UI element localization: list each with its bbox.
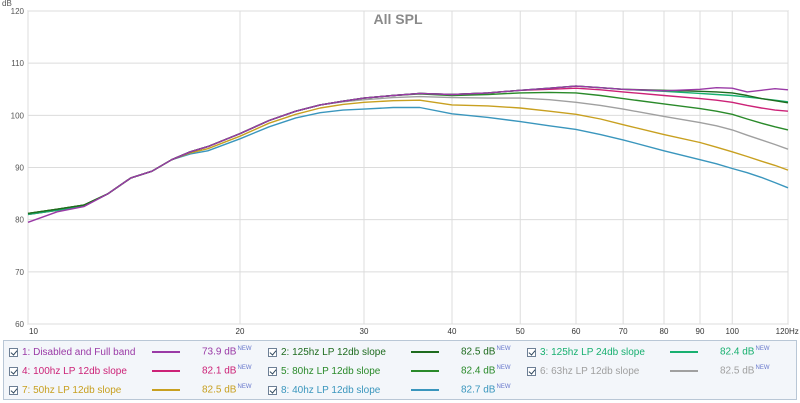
x-tick-label: 50	[516, 327, 525, 336]
x-tick-label: 100	[726, 327, 740, 336]
series-line	[27, 85, 789, 223]
chart-title: All SPL	[373, 11, 422, 27]
legend-checkbox[interactable]	[527, 366, 536, 376]
legend-checkbox[interactable]	[9, 347, 18, 357]
legend-item[interactable]: 7: 50hz LP 12db slope 82.5 dBNEW	[9, 382, 252, 398]
legend-item[interactable]: 4: 100hz LP 12db slope 82.1 dBNEW	[9, 363, 252, 379]
legend-level: 73.9 dBNEW	[202, 346, 252, 358]
x-unit-label: Hz	[789, 327, 799, 336]
legend-new-badge: NEW	[755, 365, 770, 372]
legend-checkbox[interactable]	[268, 366, 277, 376]
legend-line-swatch	[411, 389, 439, 391]
x-tick-labels: 10 20 30 40 50 60 70 80 90 100 120	[29, 327, 790, 336]
y-tick-label: 100	[11, 111, 25, 120]
legend-new-badge: NEW	[237, 384, 252, 391]
x-tick-label: 30	[360, 327, 369, 336]
legend-line-swatch	[670, 370, 698, 372]
legend-line-swatch	[411, 370, 439, 372]
legend-level: 82.4 dBNEW	[461, 365, 511, 377]
legend-item[interactable]: 1: Disabled and Full band 73.9 dBNEW	[9, 344, 252, 360]
y-tick-label: 70	[15, 268, 24, 277]
legend-checkbox[interactable]	[527, 347, 536, 357]
y-axis-label: dB	[2, 0, 12, 8]
x-tick-label: 10	[29, 327, 38, 336]
legend-label: 7: 50hz LP 12db slope	[22, 384, 122, 396]
legend-level: 82.5 dBNEW	[202, 384, 252, 396]
legend-level: 82.1 dBNEW	[202, 365, 252, 377]
legend-level: 82.5 dBNEW	[720, 365, 770, 377]
legend-line-swatch	[670, 351, 698, 353]
y-tick-label: 120	[11, 7, 25, 16]
legend-new-badge: NEW	[496, 346, 511, 353]
y-tick-label: 90	[15, 164, 24, 173]
y-tick-label: 60	[15, 320, 24, 329]
legend-new-badge: NEW	[496, 384, 511, 391]
legend-item[interactable]: 6: 63hz LP 12db slope 82.5 dBNEW	[527, 363, 770, 379]
legend: 1: Disabled and Full band 73.9 dBNEW 2: 12…	[3, 340, 797, 400]
x-tick-label: 60	[572, 327, 581, 336]
legend-checkbox[interactable]	[268, 385, 277, 395]
legend-label: 4: 100hz LP 12db slope	[22, 365, 127, 377]
legend-checkbox[interactable]	[9, 366, 18, 376]
legend-line-swatch	[152, 370, 180, 372]
x-tick-label: 80	[660, 327, 669, 336]
legend-line-swatch	[152, 351, 180, 353]
legend-new-badge: NEW	[237, 365, 252, 372]
y-tick-label: 110	[11, 59, 24, 68]
legend-item[interactable]: 8: 40hz LP 12db slope 82.7 dBNEW	[268, 382, 511, 398]
legend-label: 1: Disabled and Full band	[22, 346, 136, 358]
legend-checkbox[interactable]	[268, 347, 277, 357]
legend-level: 82.5 dBNEW	[461, 346, 511, 358]
legend-level: 82.7 dBNEW	[461, 384, 511, 396]
legend-label: 2: 125hz LP 12db slope	[281, 346, 386, 358]
x-tick-label: 40	[448, 327, 457, 336]
legend-label: 8: 40hz LP 12db slope	[281, 384, 381, 396]
x-tick-label: 70	[619, 327, 628, 336]
legend-new-badge: NEW	[755, 346, 770, 353]
legend-item[interactable]: 2: 125hz LP 12db slope 82.5 dBNEW	[268, 344, 511, 360]
x-tick-label: 120	[776, 327, 790, 336]
y-tick-label: 80	[15, 216, 24, 225]
legend-checkbox[interactable]	[9, 385, 18, 395]
legend-item[interactable]: 5: 80hz LP 12db slope 82.4 dBNEW	[268, 363, 511, 379]
x-tick-label: 90	[696, 327, 705, 336]
legend-label: 3: 125hz LP 24db slope	[540, 346, 645, 358]
legend-label: 6: 63hz LP 12db slope	[540, 365, 640, 377]
series-group	[27, 85, 789, 223]
legend-label: 5: 80hz LP 12db slope	[281, 365, 381, 377]
legend-line-swatch	[152, 389, 180, 391]
y-tick-labels: 60 70 80 90 100 110 120	[11, 7, 25, 329]
legend-item[interactable]: 3: 125hz LP 24db slope 82.4 dBNEW	[527, 344, 770, 360]
legend-new-badge: NEW	[496, 365, 511, 372]
legend-level: 82.4 dBNEW	[720, 346, 770, 358]
legend-line-swatch	[411, 351, 439, 353]
grid	[27, 10, 789, 325]
x-tick-label: 20	[236, 327, 245, 336]
legend-new-badge: NEW	[237, 346, 252, 353]
